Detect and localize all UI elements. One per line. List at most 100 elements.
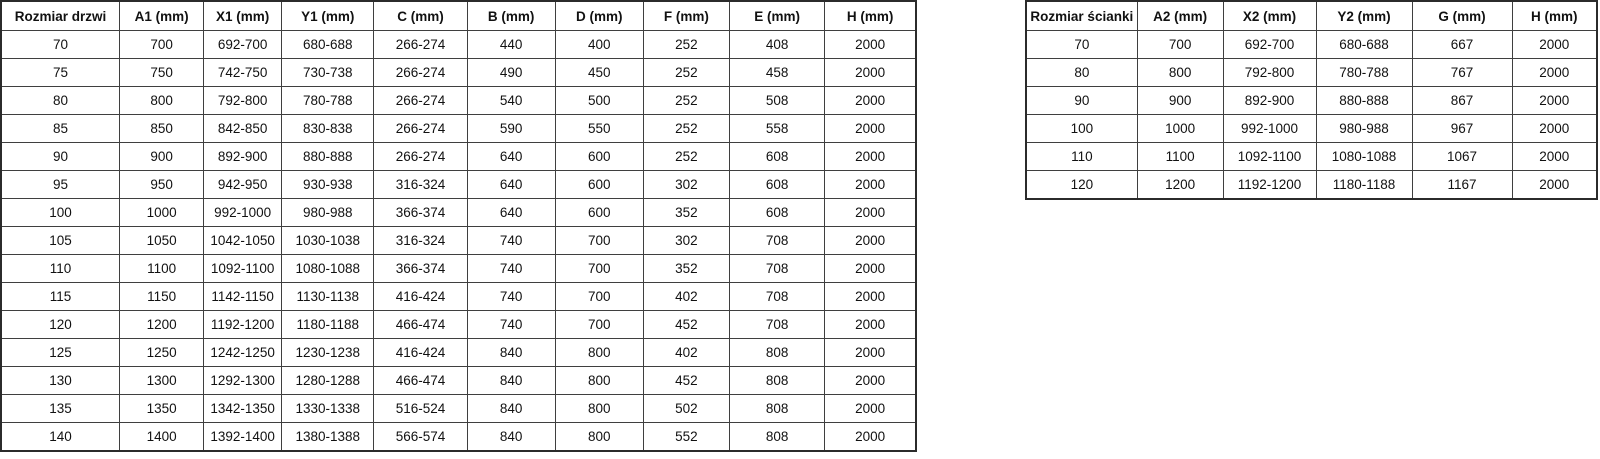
table-cell: 780-788 — [1315, 58, 1413, 87]
table-cell: 120 — [0, 310, 121, 339]
table-cell: 100 — [1025, 114, 1138, 143]
column-header: D (mm) — [554, 0, 644, 31]
table-cell: 867 — [1411, 86, 1513, 115]
column-header: X2 (mm) — [1222, 0, 1317, 31]
table-cell: 452 — [642, 366, 730, 395]
table-row: 120 1200 1192-1200 1180-1188 1167 2000 — [1025, 170, 1598, 200]
table-cell: 1030-1038 — [281, 226, 375, 255]
table-cell: 1280-1288 — [281, 366, 375, 395]
table-row: 90 900 892-900 880-888 867 2000 — [1025, 86, 1598, 115]
table-cell: 1350 — [119, 394, 205, 423]
table-cell: 366-374 — [373, 254, 468, 283]
table-cell: 640 — [466, 142, 556, 171]
table-cell: 2000 — [824, 198, 917, 227]
table-cell: 600 — [554, 142, 644, 171]
table-row: 75 750 742-750 730-738 266-274 490 450 252 458 20… — [0, 58, 917, 87]
table-cell: 980-988 — [1315, 114, 1413, 143]
table-cell: 252 — [642, 142, 730, 171]
table-cell: 608 — [728, 142, 826, 171]
table-cell: 402 — [642, 338, 730, 367]
table-cell: 750 — [119, 58, 205, 87]
table-cell: 408 — [728, 30, 826, 59]
table-row: 70 700 692-700 680-688 667 2000 — [1025, 30, 1598, 59]
table-cell: 2000 — [1511, 170, 1598, 200]
table-cell: 740 — [466, 254, 556, 283]
table-cell: 2000 — [1511, 30, 1598, 59]
column-header: H (mm) — [824, 0, 917, 31]
wall-sizes-table: Rozmiar ścianki A2 (mm) X2 (mm) Y2 (mm) G (m… — [1025, 0, 1598, 200]
column-header: H (mm) — [1511, 0, 1598, 31]
table-cell: 600 — [554, 170, 644, 199]
table-cell: 1167 — [1411, 170, 1513, 200]
table-cell: 840 — [466, 422, 556, 452]
table-cell: 1230-1238 — [281, 338, 375, 367]
table-cell: 316-324 — [373, 226, 468, 255]
table-cell: 640 — [466, 170, 556, 199]
table-cell: 742-750 — [203, 58, 283, 87]
column-header: A2 (mm) — [1136, 0, 1224, 31]
table-cell: 692-700 — [1222, 30, 1317, 59]
table-cell: 700 — [119, 30, 205, 59]
column-header: E (mm) — [728, 0, 826, 31]
table-cell: 252 — [642, 86, 730, 115]
table-row: 110 1100 1092-1100 1080-1088 1067 2000 — [1025, 142, 1598, 171]
table-cell: 95 — [0, 170, 121, 199]
table-cell: 1142-1150 — [203, 282, 283, 311]
table-cell: 2000 — [824, 254, 917, 283]
column-header: Y2 (mm) — [1315, 0, 1413, 31]
table-cell: 416-424 — [373, 338, 468, 367]
table-cell: 1130-1138 — [281, 282, 375, 311]
table-cell: 402 — [642, 282, 730, 311]
table-cell: 808 — [728, 422, 826, 452]
table-cell: 800 — [554, 394, 644, 423]
header-row: Rozmiar ścianki A2 (mm) X2 (mm) Y2 (mm) G (m… — [1025, 0, 1598, 31]
table-cell: 708 — [728, 226, 826, 255]
table-cell: 992-1000 — [203, 198, 283, 227]
table-cell: 880-888 — [281, 142, 375, 171]
table-cell: 840 — [466, 366, 556, 395]
door-sizes-table: Rozmiar drzwi A1 (mm) X1 (mm) Y1 (mm) C (mm)… — [0, 0, 917, 452]
table-cell: 366-374 — [373, 198, 468, 227]
table-cell: 640 — [466, 198, 556, 227]
table-cell: 792-800 — [203, 86, 283, 115]
table-cell: 1180-1188 — [1315, 170, 1413, 200]
table-cell: 1330-1338 — [281, 394, 375, 423]
table-cell: 352 — [642, 198, 730, 227]
table-cell: 1200 — [1136, 170, 1224, 200]
table-cell: 830-838 — [281, 114, 375, 143]
table-cell: 90 — [0, 142, 121, 171]
table-cell: 2000 — [824, 30, 917, 59]
table-cell: 2000 — [824, 58, 917, 87]
column-header: A1 (mm) — [119, 0, 205, 31]
table-cell: 892-900 — [203, 142, 283, 171]
table-row: 125 1250 1242-1250 1230-1238 416-424 840 800 40… — [0, 338, 917, 367]
column-header: F (mm) — [642, 0, 730, 31]
table-cell: 105 — [0, 226, 121, 255]
table-cell: 266-274 — [373, 86, 468, 115]
table-row: 90 900 892-900 880-888 266-274 640 600 252 608 20… — [0, 142, 917, 171]
table-cell: 1150 — [119, 282, 205, 311]
table-cell: 700 — [554, 226, 644, 255]
table-cell: 120 — [1025, 170, 1138, 200]
table-cell: 452 — [642, 310, 730, 339]
table-cell: 2000 — [824, 226, 917, 255]
table-row: 110 1100 1092-1100 1080-1088 366-374 740 700 35… — [0, 254, 917, 283]
table-row: 120 1200 1192-1200 1180-1188 466-474 740 700 45… — [0, 310, 917, 339]
table-cell: 140 — [0, 422, 121, 452]
table-cell: 700 — [554, 254, 644, 283]
table-cell: 266-274 — [373, 114, 468, 143]
table-cell: 302 — [642, 226, 730, 255]
table-cell: 680-688 — [281, 30, 375, 59]
table-cell: 667 — [1411, 30, 1513, 59]
table-cell: 700 — [554, 282, 644, 311]
table-cell: 135 — [0, 394, 121, 423]
table-row: 80 800 792-800 780-788 767 2000 — [1025, 58, 1598, 87]
table-cell: 75 — [0, 58, 121, 87]
table-cell: 608 — [728, 170, 826, 199]
table-cell: 840 — [466, 338, 556, 367]
table-cell: 502 — [642, 394, 730, 423]
table-cell: 900 — [1136, 86, 1224, 115]
column-header: Rozmiar ścianki — [1025, 0, 1138, 31]
table-row: 130 1300 1292-1300 1280-1288 466-474 840 800 45… — [0, 366, 917, 395]
table-cell: 1300 — [119, 366, 205, 395]
